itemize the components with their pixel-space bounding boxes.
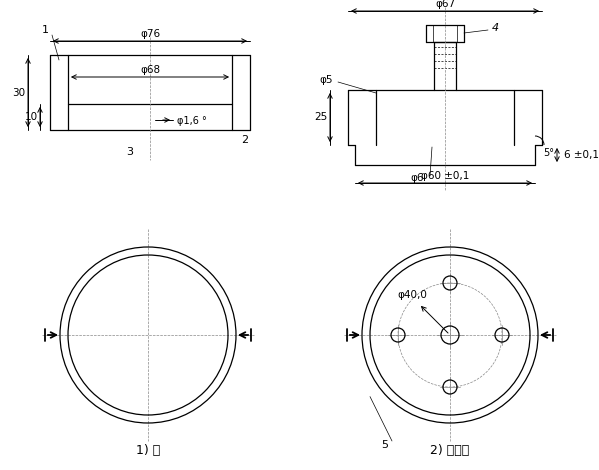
Text: 30: 30 xyxy=(13,87,26,97)
Bar xyxy=(232,55,250,130)
Text: φ67: φ67 xyxy=(435,0,455,9)
Bar xyxy=(68,104,232,130)
Bar xyxy=(456,90,514,145)
Bar xyxy=(514,90,542,145)
Text: 1: 1 xyxy=(41,25,49,35)
Text: 10: 10 xyxy=(25,112,38,122)
Text: 6 ±0,1: 6 ±0,1 xyxy=(564,150,599,160)
Text: 3: 3 xyxy=(126,147,134,157)
Bar xyxy=(376,90,434,145)
Text: φ68: φ68 xyxy=(140,65,160,75)
Text: 5°: 5° xyxy=(543,148,554,158)
Text: 5: 5 xyxy=(382,440,389,450)
Text: φ76: φ76 xyxy=(140,29,160,39)
Text: φ40,0: φ40,0 xyxy=(398,290,428,300)
Text: φ6: φ6 xyxy=(410,173,423,183)
Bar xyxy=(348,90,376,145)
Text: φ5: φ5 xyxy=(319,75,333,85)
Text: 4: 4 xyxy=(491,23,498,33)
Text: φ60 ±0,1: φ60 ±0,1 xyxy=(421,171,469,181)
Text: 2) 플런지: 2) 플런지 xyxy=(430,445,470,457)
Text: 2: 2 xyxy=(241,135,249,145)
Text: φ1,6 °: φ1,6 ° xyxy=(177,116,207,126)
Text: 25: 25 xyxy=(314,112,328,123)
Bar xyxy=(50,55,68,130)
Text: 1) 퉘: 1) 퉘 xyxy=(136,445,160,457)
